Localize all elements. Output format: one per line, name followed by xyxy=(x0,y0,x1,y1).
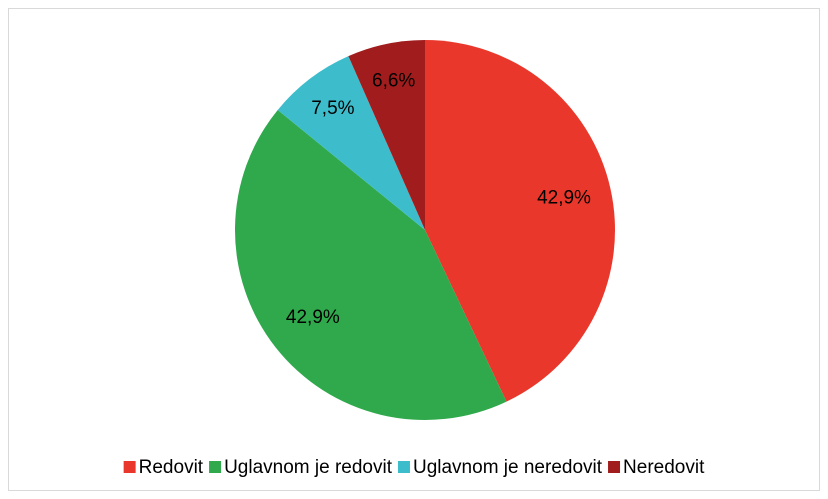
data-label: 42,9% xyxy=(537,188,591,209)
legend-swatch xyxy=(209,461,222,473)
pie-slice xyxy=(234,109,507,421)
pie-slice xyxy=(425,40,616,402)
pie-slice xyxy=(277,56,425,230)
data-label: 6,6% xyxy=(372,70,415,91)
legend-label: Uglavnom je redovit xyxy=(224,457,393,478)
legend-swatch xyxy=(608,461,621,473)
legend-label: Redovit xyxy=(139,457,204,478)
data-label: 42,9% xyxy=(286,307,340,328)
legend-swatch xyxy=(397,461,410,473)
legend-label: Neredovit xyxy=(623,457,705,478)
legend-label: Uglavnom je neredovit xyxy=(413,457,603,478)
data-label: 7,5% xyxy=(311,98,354,119)
legend-swatch xyxy=(123,461,136,473)
pie-slice xyxy=(348,40,425,230)
